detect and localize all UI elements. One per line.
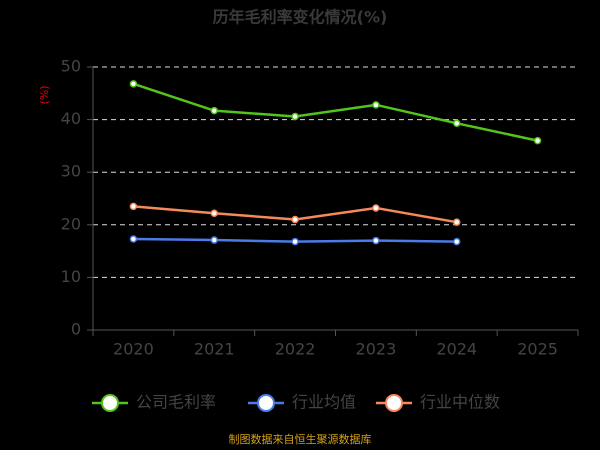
legend-marker bbox=[257, 394, 275, 412]
data-point bbox=[210, 106, 218, 115]
data-point bbox=[210, 209, 218, 217]
legend-label: 行业均值 bbox=[292, 393, 356, 412]
x-tick-label: 2024 bbox=[436, 340, 477, 359]
y-tick-label: 0 bbox=[71, 320, 81, 339]
source-note: 制图数据来自恒生聚源数据库 bbox=[229, 432, 372, 446]
data-point bbox=[372, 101, 380, 109]
data-point bbox=[129, 80, 138, 88]
legend-label: 公司毛利率 bbox=[136, 393, 216, 412]
x-tick-label: 2023 bbox=[356, 340, 397, 359]
data-point bbox=[291, 237, 299, 246]
data-point bbox=[291, 112, 299, 121]
series-line bbox=[133, 82, 538, 142]
legend-label: 行业中位数 bbox=[420, 393, 500, 412]
x-tick-label: 2022 bbox=[275, 340, 316, 359]
y-tick-label: 30 bbox=[61, 162, 81, 181]
x-tick-label: 2020 bbox=[113, 340, 154, 359]
data-point bbox=[372, 204, 380, 212]
y-tick-label: 40 bbox=[61, 109, 81, 128]
y-tick-label: 20 bbox=[61, 214, 81, 233]
data-point bbox=[291, 215, 299, 224]
data-point bbox=[210, 236, 218, 244]
data-point bbox=[129, 235, 138, 243]
legend-marker bbox=[385, 394, 403, 412]
y-tick-label: 10 bbox=[61, 267, 81, 286]
chart-title: 历年毛利率变化情况(%) bbox=[213, 8, 388, 27]
data-point bbox=[129, 202, 138, 211]
data-point bbox=[453, 237, 461, 246]
data-point bbox=[453, 119, 461, 128]
data-point bbox=[533, 136, 542, 145]
data-point bbox=[453, 218, 461, 226]
legend-marker bbox=[101, 394, 119, 412]
x-tick-label: 2021 bbox=[194, 340, 235, 359]
x-tick-label: 2025 bbox=[517, 340, 558, 359]
y-tick-label: 50 bbox=[61, 57, 81, 76]
data-point bbox=[372, 236, 380, 245]
y-axis-label: (%) bbox=[38, 85, 51, 104]
